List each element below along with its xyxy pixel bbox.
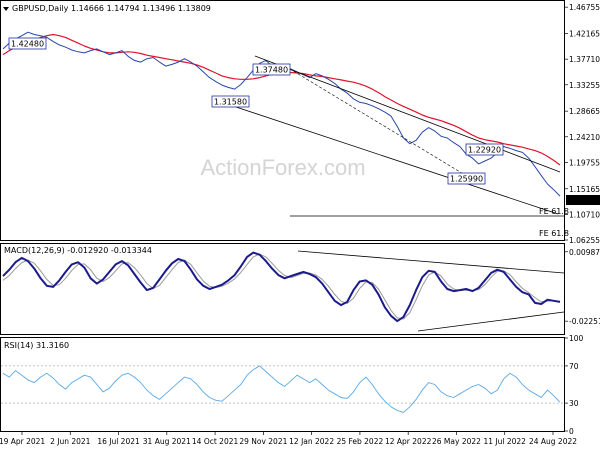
x-tick-label: 14 Oct 2021 bbox=[192, 437, 239, 446]
channel-lower-line bbox=[214, 99, 559, 215]
svg-text:1.37480: 1.37480 bbox=[255, 66, 288, 75]
price-y-axis: 1.46755 1.42165 1.37710 1.33255 1.28665 1.242… bbox=[565, 3, 600, 245]
rsi-y-axis: 100 70 30 0 bbox=[565, 334, 584, 436]
svg-text:1.31580: 1.31580 bbox=[214, 98, 247, 107]
channel-upper-line bbox=[254, 55, 561, 173]
y-tick-label: 0.009877 bbox=[569, 248, 600, 257]
y-tick-label: 100 bbox=[569, 334, 584, 343]
x-tick-label: 29 Nov 2021 bbox=[239, 437, 287, 446]
y-tick-label: 1.19755 bbox=[569, 158, 600, 167]
pane-dropdown-icon bbox=[3, 7, 9, 11]
x-tick-label: 12 Apr 2022 bbox=[385, 437, 432, 446]
x-tick-label: 19 Apr 2021 bbox=[0, 437, 45, 446]
macd-title: MACD(12,26,9) -0.012920 -0.013344 bbox=[4, 246, 152, 255]
price-title: GBPUSD,Daily 1.14666 1.14794 1.13496 1.1… bbox=[12, 4, 211, 13]
y-tick-label: -0.022516 bbox=[569, 317, 600, 326]
x-tick-label: 2 Jun 2021 bbox=[50, 437, 91, 446]
y-tick-label: 1.15165 bbox=[569, 185, 600, 194]
x-tick-label: 26 May 2022 bbox=[432, 437, 481, 446]
macd-trend-lower bbox=[417, 311, 565, 332]
y-tick-label: 70 bbox=[569, 362, 579, 371]
rsi-title: RSI(14) 31.3160 bbox=[4, 341, 69, 350]
annotation-3: 1.31580 bbox=[211, 95, 250, 108]
macd-line bbox=[2, 251, 561, 323]
x-tick-label: 24 Aug 2022 bbox=[529, 437, 577, 446]
y-tick-label: 1.33255 bbox=[569, 81, 600, 90]
x-tick-label: 11 Jul 2022 bbox=[484, 437, 527, 446]
fe-label-2: FE 61.8 bbox=[539, 229, 569, 238]
watermark: ActionForex.com bbox=[200, 155, 365, 180]
rsi-pane bbox=[0, 337, 565, 432]
annotation-5: 1.22920 bbox=[465, 143, 504, 156]
rsi-value-line bbox=[2, 365, 561, 413]
price-pane bbox=[0, 0, 565, 241]
x-axis: 19 Apr 2021 2 Jun 2021 16 Jul 2021 31 Aug 2… bbox=[0, 431, 577, 446]
svg-text:1.25990: 1.25990 bbox=[450, 175, 483, 184]
y-tick-label: 1.06255 bbox=[569, 236, 600, 245]
annotation-1: 1.42480 bbox=[8, 37, 47, 50]
channel-mid-line bbox=[284, 65, 471, 179]
macd-main-line bbox=[2, 251, 561, 323]
macd-y-axis: 0.009877 -0.022516 bbox=[565, 248, 600, 326]
fe-label-1: FE 61.8 bbox=[539, 207, 569, 216]
rsi-levels bbox=[1, 365, 564, 404]
y-tick-label: 30 bbox=[569, 399, 579, 408]
svg-text:1.13809: 1.13809 bbox=[568, 196, 599, 205]
y-tick-label: 1.46755 bbox=[569, 3, 600, 12]
last-price-marker: 1.13809 bbox=[566, 195, 600, 205]
y-tick-label: 1.24210 bbox=[569, 133, 600, 142]
y-tick-label: 1.10710 bbox=[569, 210, 600, 219]
svg-text:1.42480: 1.42480 bbox=[11, 40, 44, 49]
annotation-2: 1.37480 bbox=[252, 63, 291, 76]
y-tick-label: 1.42165 bbox=[569, 30, 600, 39]
macd-trend-upper bbox=[297, 250, 565, 274]
y-tick-label: 0 bbox=[569, 427, 574, 436]
svg-text:1.22920: 1.22920 bbox=[468, 146, 501, 155]
macd-pane bbox=[0, 243, 565, 335]
x-tick-label: 12 Jan 2022 bbox=[289, 437, 334, 446]
x-tick-label: 25 Feb 2022 bbox=[337, 437, 384, 446]
annotation-4: 1.25990 bbox=[447, 172, 486, 185]
rsi-line bbox=[2, 365, 561, 413]
x-tick-label: 31 Aug 2021 bbox=[143, 437, 191, 446]
y-tick-label: 1.28665 bbox=[569, 107, 600, 116]
x-tick-label: 16 Jul 2021 bbox=[97, 437, 140, 446]
y-tick-label: 1.37710 bbox=[569, 55, 600, 64]
